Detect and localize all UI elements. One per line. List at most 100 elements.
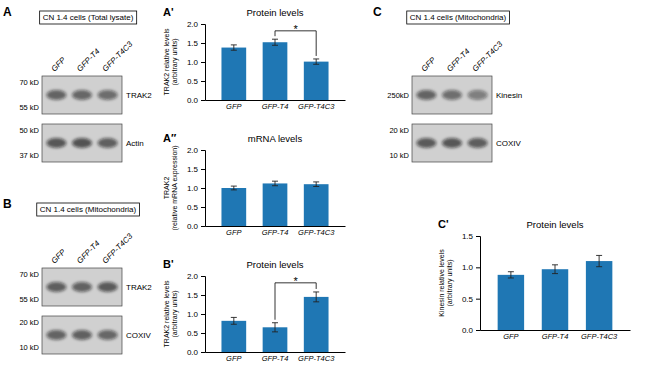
band	[416, 138, 436, 148]
mw-label: 20 kD	[19, 318, 39, 327]
y-tick-mark	[201, 188, 205, 189]
y-axis-title-line: (arbitrary units)	[171, 290, 179, 337]
y-tick: 1.0	[187, 310, 205, 319]
error-bar	[231, 186, 237, 190]
band	[416, 90, 436, 100]
chart-title: mRNA levels	[248, 133, 303, 144]
y-tick-mark	[201, 62, 205, 63]
y-axis-title-line: (relative mRNA expression)	[171, 145, 179, 230]
box-label: CN 1.4 cells (Mitochondria)	[37, 203, 140, 216]
y-tick-mark	[201, 333, 205, 334]
chart-title: Protein levels	[526, 219, 583, 230]
panel-label: C'	[438, 218, 449, 230]
y-tick: 1.0	[187, 184, 205, 193]
panel-label: A″	[163, 132, 177, 144]
x-tick: GFP-T4C3	[298, 354, 335, 363]
x-axis: GFPGFP-T4GFP-T4C3	[206, 227, 346, 238]
y-tick: 2.0	[187, 20, 205, 29]
mw-label: 70 kD	[19, 270, 39, 279]
blot-strip: 250kDKinesin	[387, 76, 522, 114]
band	[46, 330, 66, 340]
x-axis: GFPGFP-T4GFP-T4C3	[481, 331, 631, 342]
y-tick: 1.5	[462, 232, 480, 241]
panel-label: B	[3, 197, 12, 211]
y-tick-mark	[201, 226, 205, 227]
error-bar	[313, 182, 319, 187]
panel-label: A'	[163, 6, 174, 18]
y-tick-label: 0.0	[462, 326, 474, 335]
y-tick-mark	[476, 330, 480, 331]
figure: ACN 1.4 cells (Total lysate)GFPGFP-T4GFP…	[0, 0, 650, 385]
y-tick-mark	[201, 24, 205, 25]
x-tick-label: GFP-T4	[542, 332, 569, 341]
blot-panel: BCN 1.4 cells (Mitochondria)GFPGFP-T4GFP…	[3, 197, 152, 354]
x-axis-line	[206, 352, 346, 353]
x-tick-label: GFP	[226, 102, 241, 111]
bar	[221, 188, 246, 226]
y-tick-label: 0.5	[187, 77, 199, 86]
y-tick-mark	[201, 352, 205, 353]
x-axis: GFP GFP-T4 GFP-T4C3	[206, 101, 346, 112]
blot-strip: 70 kD55 kDTRAK2	[19, 76, 152, 114]
blot-frame	[42, 268, 122, 306]
error-bar	[552, 265, 558, 274]
x-axis: GFP GFP-T4 GFP-T4C3	[206, 353, 346, 364]
bar	[263, 42, 288, 100]
lane-label: GFP-T4	[75, 47, 102, 74]
band	[468, 138, 488, 148]
y-tick-label: 2.0	[187, 146, 199, 155]
panel-label: B'	[163, 258, 174, 270]
mw-label: 70 kD	[19, 78, 39, 87]
y-tick: 2.0	[187, 272, 205, 281]
y-tick: 0.5	[187, 77, 205, 86]
blot-background	[412, 76, 492, 114]
x-axis-line	[206, 100, 346, 101]
y-tick: 0.5	[187, 203, 205, 212]
y-tick-label: 0.5	[187, 329, 199, 338]
y-tick-mark	[476, 236, 480, 237]
blot-frame	[42, 124, 122, 162]
band-label: Actin	[126, 139, 144, 148]
blot-background	[42, 268, 122, 306]
box-label: CN 1.4 cells (Mitochondria)	[407, 11, 510, 24]
box-label-frame	[407, 11, 510, 24]
y-tick-mark	[201, 150, 205, 151]
chart-title: Protein levels	[246, 259, 303, 270]
x-tick: GFP-T4	[262, 354, 289, 363]
band	[72, 330, 92, 340]
y-tick-label: 1.0	[462, 263, 474, 272]
bar	[221, 321, 246, 352]
y-tick-mark	[201, 207, 205, 208]
y-tick-label: 0.5	[462, 295, 474, 304]
y-tick-label: 1.5	[462, 232, 474, 241]
blot-frame	[42, 316, 122, 354]
y-tick-mark	[476, 267, 480, 268]
x-tick-label: GFP-T4C3	[581, 332, 618, 341]
band	[72, 138, 92, 148]
mw-label: 10 kD	[389, 151, 409, 160]
mw-label: 55 kD	[19, 295, 39, 304]
lane-label: GFP	[49, 55, 67, 73]
y-axis-title-line: (arbitrary units)	[446, 259, 454, 306]
y-tick-label: 1.0	[187, 184, 199, 193]
error-bar	[596, 255, 602, 266]
y-tick-mark	[201, 169, 205, 170]
x-tick-label: GFP-T4	[262, 354, 289, 363]
x-tick-label: GFP-T4C3	[298, 102, 335, 111]
y-tick-label: 0.0	[187, 348, 199, 357]
y-tick-label: 1.0	[187, 58, 199, 67]
significance-bracket	[275, 283, 316, 320]
y-axis-line	[201, 151, 206, 227]
band	[46, 138, 66, 148]
x-tick: GFP-T4	[262, 102, 289, 111]
y-tick: 0.5	[187, 329, 205, 338]
plot-area	[498, 255, 613, 330]
y-tick-label: 2.0	[187, 272, 199, 281]
lane-label: GFP-T4C3	[101, 231, 135, 265]
band	[98, 138, 118, 148]
x-tick: GFP	[226, 354, 241, 363]
plot-area	[221, 181, 328, 226]
y-tick-mark	[201, 276, 205, 277]
y-axis-title: Kinesin relative levels(arbitrary units)	[438, 249, 454, 317]
bar	[221, 48, 246, 100]
